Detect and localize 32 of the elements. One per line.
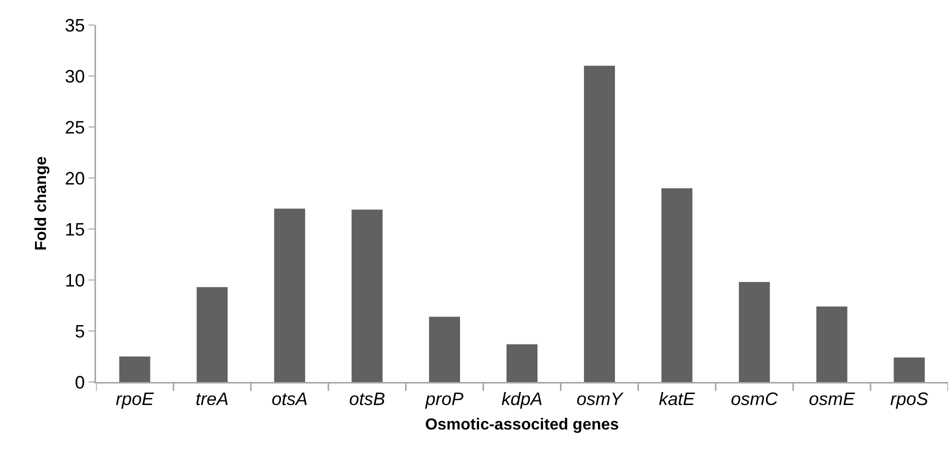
y-tick-label: 15 [64, 219, 85, 240]
x-axis-title: Osmotic-associted genes [425, 416, 620, 434]
bar [661, 188, 692, 382]
y-tick-label: 35 [64, 15, 85, 36]
x-tick-label: osmC [730, 389, 779, 410]
y-axis-title: Fold change [33, 156, 50, 251]
bar [196, 287, 228, 382]
y-tick-label: 0 [74, 372, 85, 392]
bar [274, 208, 306, 382]
bar [816, 306, 848, 382]
bar [119, 356, 150, 382]
bar [738, 282, 770, 382]
y-tick-label: 10 [64, 270, 85, 290]
bar [352, 210, 383, 382]
bar [429, 316, 460, 382]
x-tick-label: rpoE [116, 389, 155, 410]
x-tick-label: kdpA [501, 389, 543, 410]
x-tick-label: proP [424, 389, 464, 410]
y-tick-label: 25 [64, 117, 85, 138]
x-tick-label: otsA [272, 389, 308, 410]
bar [894, 358, 925, 382]
x-tick-label: osmY [576, 389, 624, 410]
y-tick-label: 5 [74, 321, 85, 342]
x-tick-label: treA [196, 389, 229, 410]
x-tick-label: osmE [808, 389, 856, 410]
x-tick-label: otsB [349, 389, 386, 410]
x-tick-label: katE [658, 389, 696, 410]
bar [584, 66, 615, 382]
y-tick-label: 20 [64, 168, 85, 188]
x-tick-label: rpoS [890, 389, 928, 410]
bar [506, 344, 538, 382]
y-tick-label: 30 [64, 66, 85, 86]
